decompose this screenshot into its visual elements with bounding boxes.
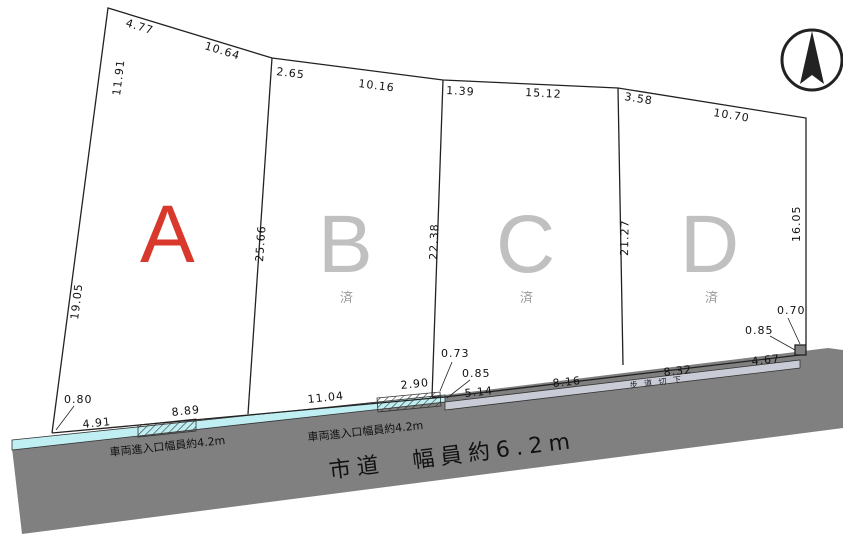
dim-bc-boundary: 22.38 — [427, 223, 441, 260]
dim-a-bottom-left: 4.91 — [82, 415, 112, 431]
dim-d-corner-upper: 0.70 — [777, 304, 806, 317]
lot-status-d: 済 — [705, 290, 718, 306]
dim-d-right: 16.05 — [790, 206, 803, 243]
lot-boundaries — [51, 7, 807, 434]
dim-a-left-lower: 19.05 — [68, 283, 85, 321]
dim-b-top-right: 10.16 — [358, 77, 396, 94]
dim-d-bottom-left: 8.32 — [663, 363, 693, 379]
leader-lines — [55, 317, 801, 431]
lot-status-c: 済 — [520, 290, 533, 306]
lot-label-b: B — [318, 199, 373, 290]
dim-ab-boundary: 25.66 — [253, 225, 269, 262]
dim-c-bottom-right: 8.16 — [552, 374, 582, 390]
walkway-strip — [444, 359, 801, 411]
dim-a-left-upper: 11.91 — [110, 59, 127, 97]
lot-label-a: A — [140, 189, 195, 280]
dim-b-bottom-right: 2.90 — [400, 376, 430, 392]
dim-d-top-left: 3.58 — [624, 90, 654, 107]
dim-d-top-right: 10.70 — [713, 106, 751, 125]
dim-a-top-left: 4.77 — [124, 16, 155, 37]
dim-c-bottom-left: 5.14 — [464, 384, 494, 400]
dim-bc-corner-upper: 0.73 — [441, 347, 470, 360]
lot-label-d: D — [680, 199, 739, 290]
dim-bc-corner-lower: 0.85 — [462, 367, 491, 380]
dim-b-bottom: 11.04 — [307, 389, 345, 406]
dim-b-top-left: 2.65 — [276, 65, 306, 81]
dim-c-top-left: 1.39 — [446, 84, 475, 98]
entrance-hatch-b — [376, 391, 442, 413]
dim-a-bottom-corner: 0.80 — [64, 393, 93, 406]
dim-a-bottom-right: 8.89 — [171, 403, 201, 419]
north-arrow-icon — [780, 28, 843, 92]
dim-d-bottom-right: 4.67 — [751, 352, 781, 368]
lot-label-c: C — [496, 199, 555, 290]
city-road — [12, 348, 843, 534]
lot-status-b: 済 — [340, 290, 353, 306]
dim-cd-boundary: 21.27 — [618, 219, 632, 256]
dim-d-corner-lower: 0.85 — [745, 324, 774, 337]
dim-c-top-right: 15.12 — [525, 86, 562, 101]
